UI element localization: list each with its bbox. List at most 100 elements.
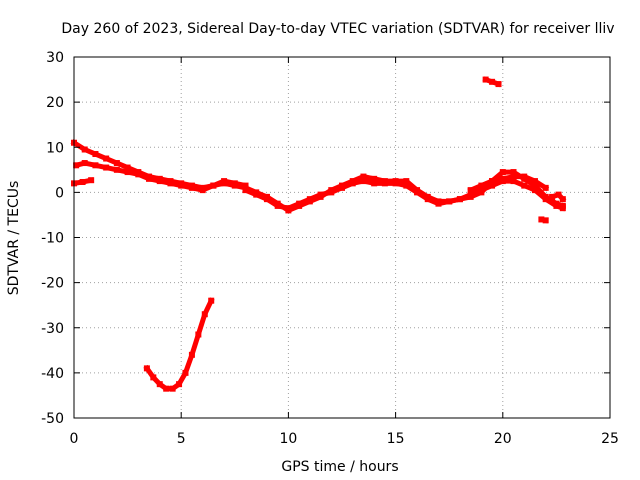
data-point	[296, 200, 303, 207]
data-point	[176, 381, 183, 388]
data-point	[456, 196, 463, 203]
data-point	[538, 216, 545, 223]
data-point	[103, 155, 110, 162]
data-point	[542, 196, 549, 203]
data-point	[467, 187, 474, 194]
data-point	[274, 202, 281, 209]
data-point	[489, 178, 496, 185]
x-axis-label: GPS time / hours	[281, 459, 398, 475]
data-point	[163, 385, 170, 392]
data-point	[143, 365, 150, 372]
data-point	[531, 187, 538, 194]
data-point	[328, 189, 335, 196]
data-point	[113, 160, 120, 167]
data-point	[253, 191, 260, 198]
data-point	[92, 162, 99, 169]
y-tick-label: 20	[46, 95, 64, 111]
data-point	[199, 187, 206, 194]
x-tick-label: 5	[177, 431, 186, 447]
data-point	[549, 193, 556, 200]
data-point	[285, 205, 292, 212]
data-point	[349, 180, 356, 187]
plot-area	[70, 76, 567, 392]
data-point	[92, 151, 99, 158]
grid-lines	[74, 57, 610, 418]
x-tick-label: 20	[494, 431, 512, 447]
y-tick-label: 10	[46, 140, 64, 156]
y-tick-label: 0	[55, 185, 64, 201]
data-point	[392, 180, 399, 187]
x-tick-label: 10	[279, 431, 297, 447]
data-point	[531, 182, 538, 189]
y-axis-label: SDTVAR / TECUs	[6, 181, 22, 296]
data-point	[231, 180, 238, 187]
data-point	[156, 178, 163, 185]
data-point	[73, 162, 80, 169]
data-point	[156, 381, 163, 388]
data-point	[188, 184, 195, 191]
data-point	[135, 171, 142, 178]
data-point	[124, 164, 131, 171]
data-point	[435, 200, 442, 207]
data-point	[81, 146, 88, 153]
data-point	[201, 311, 208, 318]
x-tick-label: 25	[601, 431, 619, 447]
data-point	[542, 184, 549, 191]
data-point	[499, 169, 506, 176]
data-point	[208, 297, 215, 304]
x-tick-label: 15	[387, 431, 405, 447]
data-point	[510, 178, 517, 185]
data-point	[542, 217, 549, 224]
data-point	[559, 205, 566, 212]
data-point	[495, 81, 502, 88]
data-point	[371, 180, 378, 187]
data-point	[317, 191, 324, 198]
data-point	[371, 175, 378, 182]
data-point	[482, 76, 489, 83]
data-point	[210, 182, 217, 189]
data-point	[446, 198, 453, 205]
data-point	[467, 191, 474, 198]
data-point	[559, 196, 566, 203]
data-point	[555, 191, 562, 198]
data-point	[521, 173, 528, 180]
data-point	[381, 180, 388, 187]
data-point	[510, 173, 517, 180]
data-point	[169, 385, 176, 392]
data-point	[531, 178, 538, 185]
x-tick-label: 0	[70, 431, 79, 447]
y-tick-label: -20	[41, 276, 64, 292]
data-point	[360, 178, 367, 185]
y-tick-label: -30	[41, 321, 64, 337]
data-point	[188, 351, 195, 358]
data-point	[403, 178, 410, 185]
data-point	[263, 196, 270, 203]
data-point	[306, 196, 313, 203]
data-point	[339, 184, 345, 191]
data-point	[403, 182, 410, 189]
data-series-track-hook	[143, 297, 215, 392]
data-point	[489, 78, 496, 85]
data-point	[150, 374, 157, 381]
data-point	[489, 182, 496, 189]
data-point	[478, 187, 485, 194]
data-point	[79, 178, 86, 185]
data-point	[103, 164, 110, 171]
y-tick-label: -50	[41, 411, 64, 427]
data-point	[478, 182, 485, 189]
data-point	[360, 173, 367, 180]
data-point	[510, 169, 517, 176]
data-point	[81, 160, 88, 167]
data-point	[521, 182, 528, 189]
data-point	[88, 177, 95, 184]
y-tick-label: -40	[41, 366, 64, 382]
data-point	[499, 175, 506, 182]
data-point	[113, 166, 120, 173]
axis-ticks: 0 5 10 15 20 25 -50 -40 -30 -20 -10 0 10 20 30	[41, 50, 619, 447]
data-point	[414, 189, 421, 196]
y-tick-label: -10	[41, 231, 64, 247]
data-point	[195, 331, 202, 338]
y-tick-label: 30	[46, 50, 64, 66]
chart-title: Day 260 of 2023, Sidereal Day-to-day VTE…	[61, 21, 614, 37]
